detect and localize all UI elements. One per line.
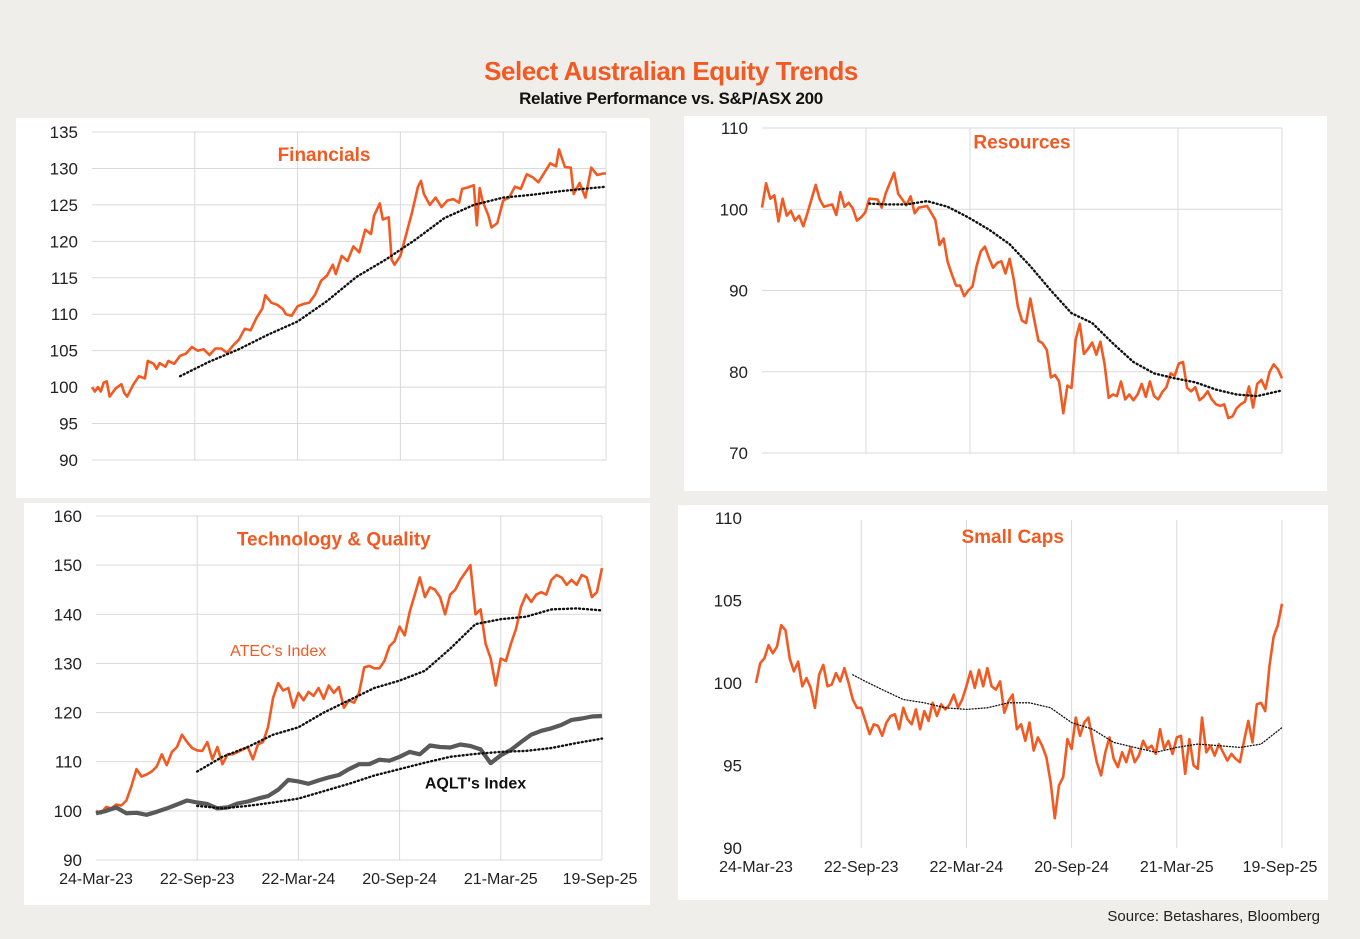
y-tick-label: 120 bbox=[54, 704, 82, 723]
y-tick-label: 150 bbox=[54, 556, 82, 575]
y-tick-label: 115 bbox=[51, 269, 78, 288]
x-tick-label: 19-Sep-25 bbox=[563, 871, 638, 888]
series-label: AQLT's Index bbox=[425, 776, 526, 793]
y-tick-label: 110 bbox=[55, 753, 82, 772]
x-tick-label: 21-Mar-25 bbox=[464, 871, 538, 888]
y-tick-label: 125 bbox=[50, 196, 78, 215]
x-tick-label: 24-Mar-23 bbox=[59, 871, 133, 888]
y-tick-label: 135 bbox=[50, 123, 78, 142]
y-tick-label: 160 bbox=[54, 507, 82, 526]
panel-title: Financials bbox=[278, 145, 371, 166]
y-tick-label: 130 bbox=[50, 159, 78, 178]
y-tick-label: 110 bbox=[51, 305, 78, 324]
y-tick-label: 95 bbox=[723, 757, 742, 776]
small-caps-panel: 90 95 100 105 110 24-Mar-23 22-Sep-23 22-Mar-24… bbox=[678, 505, 1328, 900]
y-tick-label: 90 bbox=[723, 839, 742, 858]
y-tick-label: 100 bbox=[714, 674, 742, 693]
y-tick-label: 90 bbox=[59, 451, 78, 470]
y-tick-label: 110 bbox=[721, 119, 748, 138]
financials-panel: 90 95 100 105 110 115 120 125 130 135 Financials bbox=[16, 118, 650, 498]
moving-average-line bbox=[196, 607, 604, 773]
y-tick-label: 100 bbox=[720, 200, 748, 219]
series-line bbox=[90, 148, 606, 398]
y-tick-label: 140 bbox=[54, 605, 82, 624]
moving-average-line bbox=[178, 185, 608, 378]
x-tick-label: 24-Mar-23 bbox=[719, 859, 793, 876]
resources-chart: 70 80 90 100 110 Resources bbox=[720, 119, 1284, 463]
chart-title: Select Australian Equity Trends bbox=[484, 56, 858, 86]
y-tick-label: 90 bbox=[729, 282, 748, 301]
x-tick-label: 22-Mar-24 bbox=[261, 871, 335, 888]
y-tick-label: 100 bbox=[50, 378, 78, 397]
moving-average-line bbox=[852, 674, 1283, 753]
y-tick-label: 80 bbox=[729, 363, 748, 382]
series-line bbox=[95, 713, 603, 817]
financials-chart: 90 95 100 105 110 115 120 125 130 135 Financials bbox=[50, 123, 608, 470]
series-line bbox=[754, 603, 1284, 820]
y-tick-label: 90 bbox=[63, 851, 82, 870]
series-line bbox=[760, 171, 1284, 420]
y-tick-label: 130 bbox=[54, 654, 82, 673]
y-tick-label: 70 bbox=[729, 444, 748, 463]
y-tick-label: 95 bbox=[59, 415, 78, 434]
y-tick-label: 100 bbox=[54, 802, 82, 821]
y-tick-label: 110 bbox=[715, 509, 742, 528]
series-label: ATEC's Index bbox=[230, 643, 326, 660]
small-caps-chart: 90 95 100 105 110 24-Mar-23 22-Sep-23 22-Mar-24… bbox=[714, 509, 1318, 876]
x-tick-label: 19-Sep-25 bbox=[1243, 859, 1318, 876]
tech-quality-chart: 90 100 110 120 130 140 150 160 24-Mar-23 22-Sep-2… bbox=[54, 507, 638, 888]
x-tick-label: 20-Sep-24 bbox=[362, 871, 437, 888]
x-tick-label: 22-Mar-24 bbox=[929, 859, 1003, 876]
y-tick-label: 105 bbox=[50, 342, 78, 361]
source-note: Source: Betashares, Bloomberg bbox=[1107, 908, 1320, 925]
chart-subtitle: Relative Performance vs. S&P/ASX 200 bbox=[519, 89, 823, 108]
x-tick-label: 22-Sep-23 bbox=[824, 859, 899, 876]
x-tick-label: 20-Sep-24 bbox=[1034, 859, 1109, 876]
x-tick-label: 22-Sep-23 bbox=[160, 871, 235, 888]
x-tick-label: 21-Mar-25 bbox=[1140, 859, 1214, 876]
moving-average-line bbox=[196, 737, 604, 810]
y-tick-label: 120 bbox=[50, 232, 78, 251]
y-tick-label: 105 bbox=[714, 592, 742, 611]
resources-panel: 70 80 90 100 110 Resources bbox=[684, 116, 1327, 491]
panel-title: Resources bbox=[973, 132, 1070, 153]
tech-quality-panel: 90 100 110 120 130 140 150 160 24-Mar-23 22-Sep-2… bbox=[24, 503, 650, 905]
moving-average-line bbox=[868, 199, 1284, 398]
panel-title: Small Caps bbox=[961, 527, 1063, 548]
panel-title: Technology & Quality bbox=[237, 529, 431, 550]
